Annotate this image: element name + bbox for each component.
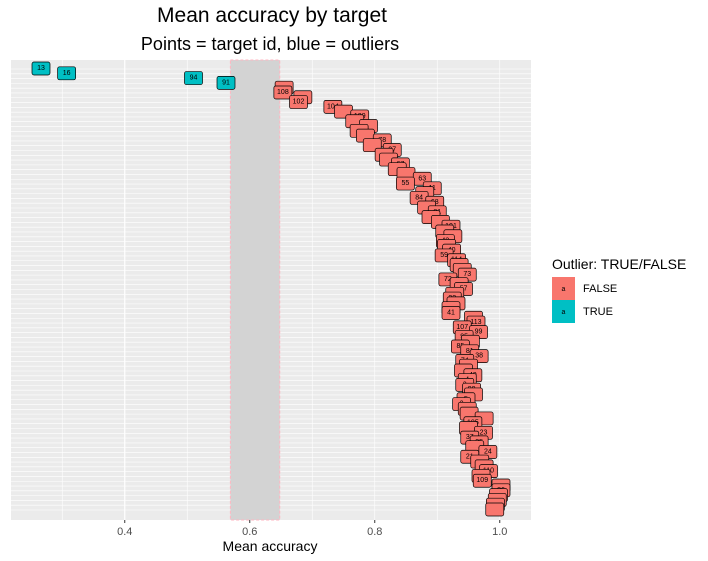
- chart-title: Mean accuracy by target: [157, 4, 387, 27]
- outlier-point: 91: [216, 76, 236, 90]
- point-label: 104: [327, 103, 339, 110]
- point-box: [184, 71, 203, 85]
- legend-item: a FALSE: [552, 277, 617, 300]
- data-point: 41: [441, 306, 461, 320]
- point-label: 108: [277, 89, 289, 96]
- point-box: [31, 61, 51, 76]
- point-box: [273, 85, 293, 100]
- legend-key: [552, 277, 575, 300]
- legend-label: TRUE: [583, 306, 613, 318]
- outlier-point: 16: [57, 66, 76, 81]
- legend-item: a TRUE: [552, 300, 613, 323]
- legend-title: Outlier: TRUE/FALSE: [552, 256, 686, 272]
- point-box: [216, 76, 236, 90]
- point-label: 59: [440, 252, 448, 259]
- point-label: 55: [401, 180, 409, 187]
- x-axis-ticks: 0.4 0.6 0.8 1.0: [117, 520, 507, 538]
- point-box: [396, 176, 415, 191]
- point-label: 73: [463, 271, 471, 278]
- point-label: 63: [418, 175, 426, 182]
- x-tick-label: 0.8: [367, 526, 382, 538]
- point-box: [289, 95, 308, 109]
- point-label: 16: [63, 70, 71, 77]
- data-point: [485, 502, 505, 517]
- point-label: 21: [466, 453, 474, 460]
- shaded-band: [229, 59, 281, 521]
- point-box: [57, 66, 76, 81]
- x-tick-label: 0.6: [242, 526, 257, 538]
- point-box: [441, 306, 461, 320]
- data-points: 1316949110810210410978976763551184688110…: [31, 61, 511, 517]
- outlier-point: 13: [31, 61, 51, 76]
- point-label: 23: [480, 429, 488, 436]
- point-label: 94: [190, 75, 198, 82]
- outlier-point: 94: [184, 71, 203, 85]
- chart-subtitle: Points = target id, blue = outliers: [141, 34, 399, 54]
- point-label: 24: [484, 448, 492, 455]
- point-label: 109: [476, 477, 488, 484]
- x-tick-label: 1.0: [492, 526, 507, 538]
- point-label: 102: [293, 99, 305, 106]
- point-label: 78: [378, 137, 386, 144]
- point-label: 107: [456, 324, 468, 331]
- point-label: 99: [475, 329, 483, 336]
- legend: Outlier: TRUE/FALSE a FALSE a TRUE: [552, 256, 686, 323]
- point-box: [472, 473, 492, 488]
- point-label: 91: [222, 79, 230, 86]
- x-axis-title: Mean accuracy: [223, 538, 318, 554]
- data-point: 102: [289, 95, 308, 109]
- point-label: 13: [37, 65, 45, 72]
- point-label: 113: [470, 319, 481, 326]
- point-label: 84: [415, 194, 423, 201]
- legend-key: [552, 300, 575, 323]
- point-label: 41: [447, 309, 455, 316]
- legend-key-glyph: a: [562, 309, 566, 316]
- legend-key-glyph: a: [562, 286, 566, 293]
- point-box: [485, 502, 505, 517]
- point-label: 38: [475, 353, 483, 360]
- data-point: 108: [273, 85, 293, 100]
- x-tick-label: 0.4: [117, 526, 132, 538]
- data-point: 55: [396, 176, 415, 191]
- data-point: 109: [472, 473, 492, 488]
- legend-label: FALSE: [583, 283, 617, 295]
- point-label: 72: [444, 276, 452, 283]
